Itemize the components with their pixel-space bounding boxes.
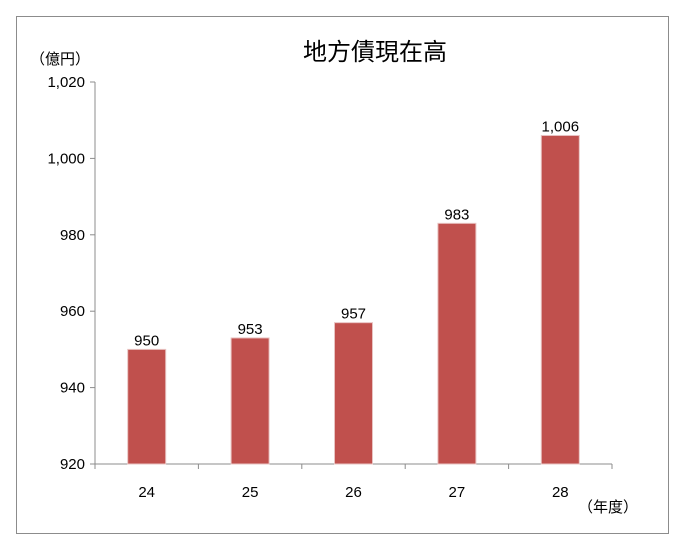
- data-label: 950: [134, 332, 159, 349]
- data-label: 957: [341, 306, 366, 323]
- bar-series: [127, 134, 580, 465]
- y-tick-label: 1,000: [47, 150, 85, 167]
- x-tick-label: 25: [242, 484, 259, 501]
- data-label: 1,006: [542, 118, 580, 135]
- y-tick-label: 1,020: [47, 74, 85, 91]
- x-axis-unit-label: （年度）: [578, 498, 638, 516]
- bar: [540, 134, 580, 465]
- x-tick-label: 26: [345, 484, 362, 501]
- y-tick-label: 920: [60, 456, 85, 473]
- bar: [334, 322, 373, 465]
- bar: [127, 348, 167, 465]
- x-tick-label: 27: [449, 484, 466, 501]
- y-tick-label: 960: [60, 303, 85, 320]
- bar: [437, 222, 477, 465]
- chart-title: 地方債現在高: [303, 38, 447, 66]
- y-axis-ticks: 920 940 960 980 1,000 1,020: [47, 74, 95, 473]
- data-label: 953: [238, 321, 263, 338]
- data-label: 983: [444, 206, 469, 223]
- x-tick-label: 24: [138, 484, 155, 501]
- y-axis-unit-label: （億円）: [30, 50, 90, 68]
- x-axis-ticks: 24 25 26 27 28: [94, 464, 613, 501]
- y-tick-label: 940: [60, 380, 85, 397]
- x-tick-label: 28: [552, 484, 569, 501]
- y-tick-label: 980: [60, 227, 85, 244]
- data-labels: 950 953 957 983 1,006: [134, 118, 579, 349]
- bar: [230, 337, 270, 465]
